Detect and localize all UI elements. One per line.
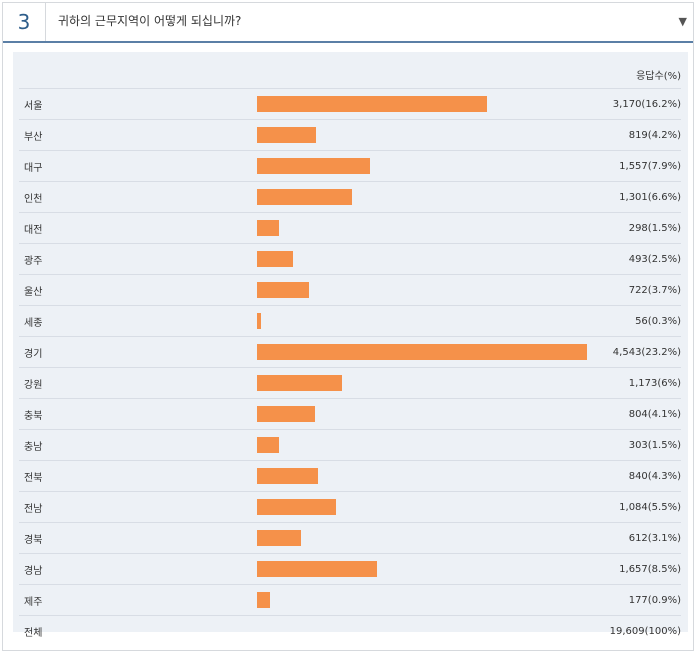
table-row: 인천 1,301(6.6%)	[19, 181, 681, 213]
value-label: 804(4.1%)	[597, 398, 681, 430]
table-row: 광주 493(2.5%)	[19, 243, 681, 275]
table-row: 대구 1,557(7.9%)	[19, 150, 681, 182]
bar	[257, 592, 270, 608]
table-row: 전북 840(4.3%)	[19, 460, 681, 492]
value-label: 722(3.7%)	[597, 274, 681, 306]
bar	[257, 313, 261, 329]
question-number: 3	[3, 3, 46, 41]
question-title: 귀하의 근무지역이 어떻게 되십니까?	[58, 14, 242, 28]
table-row: 제주 177(0.9%)	[19, 584, 681, 616]
category-label: 부산	[19, 119, 249, 151]
bar	[257, 220, 279, 236]
bar	[257, 189, 352, 205]
bar	[257, 406, 315, 422]
value-label: 1,657(8.5%)	[597, 553, 681, 585]
category-label: 광주	[19, 243, 249, 275]
value-label: 1,301(6.6%)	[597, 181, 681, 213]
value-label: 840(4.3%)	[597, 460, 681, 492]
value-label: 56(0.3%)	[597, 305, 681, 337]
bar	[257, 530, 301, 546]
bar	[257, 158, 370, 174]
results-table: 응답수(%) 서울 3,170(16.2%) 부산 819(4.2%) 대구 1,557(…	[19, 60, 681, 646]
value-label: 493(2.5%)	[597, 243, 681, 275]
category-label: 서울	[19, 88, 249, 120]
table-row: 서울 3,170(16.2%)	[19, 88, 681, 120]
table-row: 강원 1,173(6%)	[19, 367, 681, 399]
bar	[257, 282, 309, 298]
table-row: 경남 1,657(8.5%)	[19, 553, 681, 585]
total-label: 전체	[24, 627, 43, 639]
category-label: 울산	[19, 274, 249, 306]
question-card: 3 귀하의 근무지역이 어떻게 되십니까? ▼ 응답수(%) 서울 3,170(1…	[2, 2, 694, 651]
category-label: 대전	[19, 212, 249, 244]
table-row: 전남 1,084(5.5%)	[19, 491, 681, 523]
category-label: 전북	[19, 460, 249, 492]
table-row: 경북 612(3.1%)	[19, 522, 681, 554]
value-label: 1,557(7.9%)	[597, 150, 681, 182]
bar	[257, 96, 487, 112]
table-row: 울산 722(3.7%)	[19, 274, 681, 306]
category-label: 제주	[19, 584, 249, 616]
value-label: 1,173(6%)	[597, 367, 681, 399]
value-label: 3,170(16.2%)	[597, 88, 681, 120]
category-label: 충남	[19, 429, 249, 461]
bar	[257, 251, 293, 267]
table-header-row: 응답수(%)	[19, 60, 681, 89]
value-label: 612(3.1%)	[597, 522, 681, 554]
table-row: 부산 819(4.2%)	[19, 119, 681, 151]
value-label: 303(1.5%)	[597, 429, 681, 461]
value-label: 177(0.9%)	[597, 584, 681, 616]
bar	[257, 127, 316, 143]
bar	[257, 344, 587, 360]
category-label: 세종	[19, 305, 249, 337]
category-label: 인천	[19, 181, 249, 213]
category-label: 전남	[19, 491, 249, 523]
table-row: 대전 298(1.5%)	[19, 212, 681, 244]
total-row: 전체 19,609(100%)	[19, 616, 681, 647]
bar	[257, 499, 336, 515]
table-row: 경기 4,543(23.2%)	[19, 336, 681, 368]
table-row: 세종 56(0.3%)	[19, 305, 681, 337]
value-label: 4,543(23.2%)	[597, 336, 681, 368]
results-panel: 응답수(%) 서울 3,170(16.2%) 부산 819(4.2%) 대구 1,557(…	[13, 52, 688, 639]
triangle-down-icon[interactable]: ▼	[678, 15, 687, 28]
value-label: 1,084(5.5%)	[597, 491, 681, 523]
bar	[257, 468, 318, 484]
category-label: 경북	[19, 522, 249, 554]
total-value: 19,609(100%)	[609, 625, 681, 637]
category-label: 경기	[19, 336, 249, 368]
value-label: 298(1.5%)	[597, 212, 681, 244]
value-label: 819(4.2%)	[597, 119, 681, 151]
column-header-responses: 응답수(%)	[597, 60, 681, 89]
question-header[interactable]: 3 귀하의 근무지역이 어떻게 되십니까? ▼	[3, 3, 693, 43]
table-row: 충남 303(1.5%)	[19, 429, 681, 461]
category-label: 경남	[19, 553, 249, 585]
table-row: 충북 804(4.1%)	[19, 398, 681, 430]
category-label: 강원	[19, 367, 249, 399]
category-label: 대구	[19, 150, 249, 182]
bar	[257, 375, 342, 391]
bar	[257, 561, 377, 577]
category-label: 충북	[19, 398, 249, 430]
bar	[257, 437, 279, 453]
